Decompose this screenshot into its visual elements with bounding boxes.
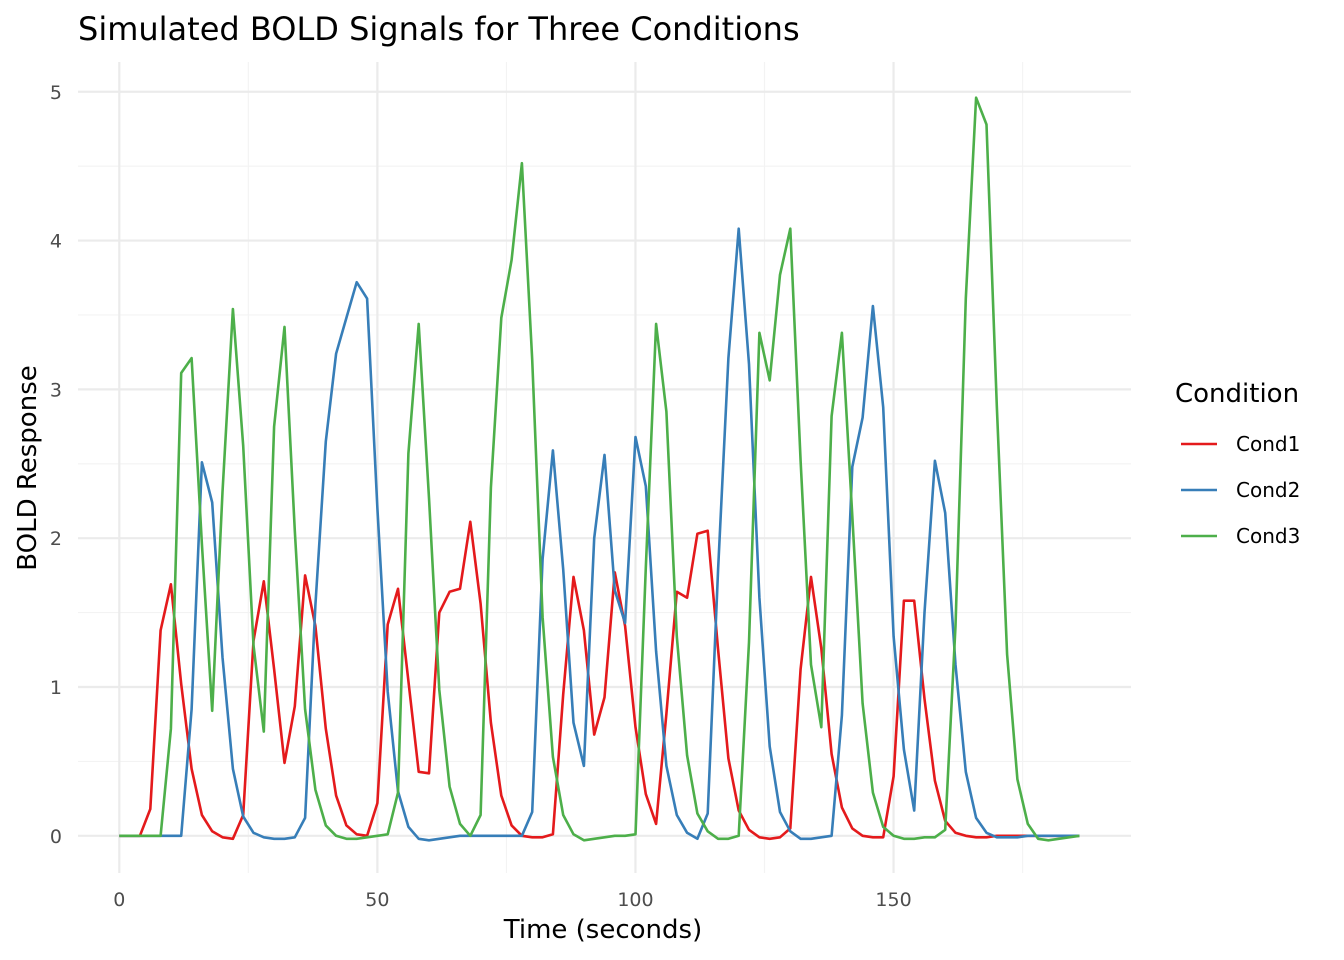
- y-axis-title: BOLD Response: [13, 365, 43, 571]
- x-tick-label: 150: [875, 889, 911, 911]
- y-tick-label: 3: [50, 379, 62, 401]
- y-tick-label: 5: [50, 82, 62, 104]
- series-lines: [119, 96, 1080, 842]
- series-line-cond3: [119, 96, 1080, 842]
- chart-title: Simulated BOLD Signals for Three Conditi…: [78, 10, 800, 48]
- series-line-cond2: [119, 227, 1080, 842]
- legend-label: Cond1: [1236, 432, 1300, 456]
- x-axis-title: Time (seconds): [503, 915, 702, 945]
- y-tick-label: 0: [50, 826, 62, 848]
- legend-label: Cond2: [1236, 478, 1300, 502]
- legend-item-cond2: Cond2: [1181, 478, 1300, 502]
- x-tick-label: 100: [617, 889, 653, 911]
- legend: Condition Cond1 Cond2 Cond3: [1175, 379, 1300, 548]
- y-tick-label: 1: [50, 677, 62, 699]
- legend-item-cond1: Cond1: [1181, 432, 1300, 456]
- x-tick-label: 0: [113, 889, 125, 911]
- y-tick-label: 4: [50, 231, 62, 253]
- series-line-cond1: [119, 520, 1080, 841]
- legend-title: Condition: [1175, 379, 1299, 409]
- y-tick-label: 2: [50, 528, 62, 550]
- legend-label: Cond3: [1236, 524, 1300, 548]
- grid: [78, 62, 1131, 873]
- axis-ticks: 0 50 100 150 0 1 2 3 4 5: [50, 82, 912, 911]
- legend-item-cond3: Cond3: [1181, 524, 1300, 548]
- x-tick-label: 50: [365, 889, 389, 911]
